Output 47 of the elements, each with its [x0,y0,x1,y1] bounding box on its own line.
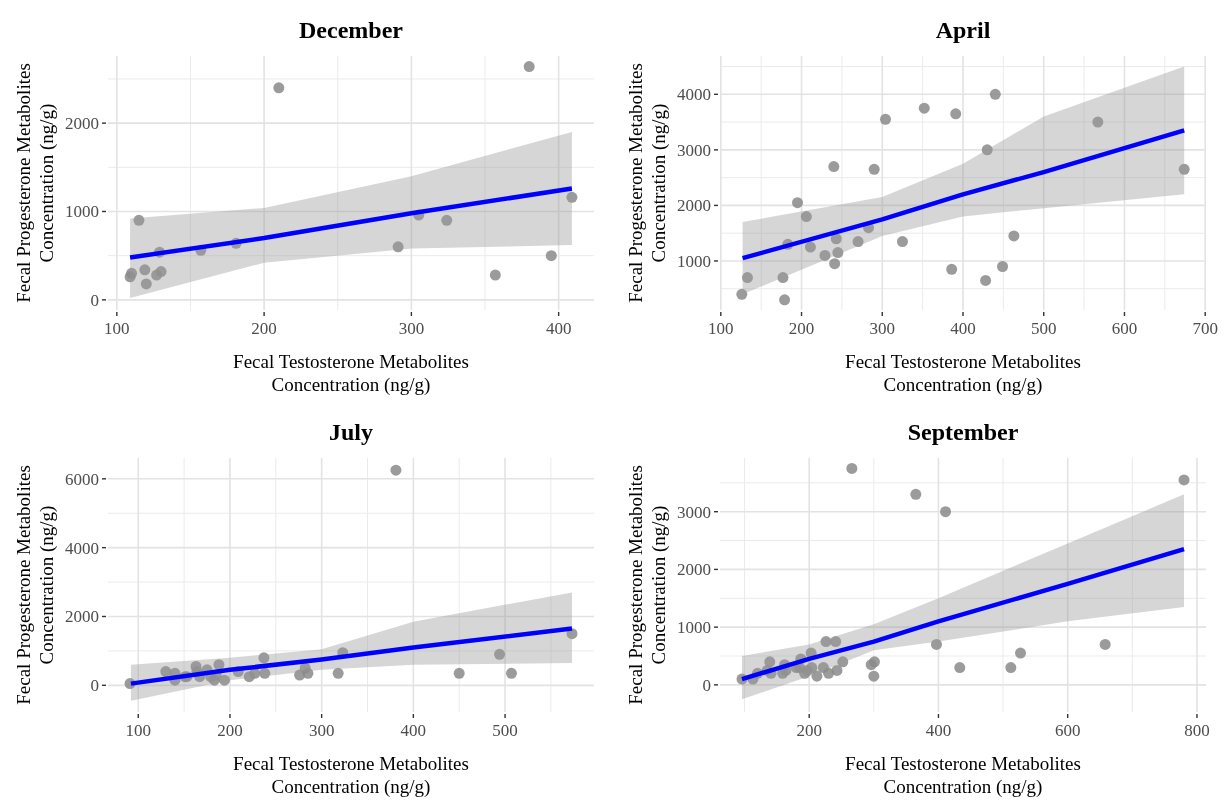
x-tick-label: 100 [708,319,734,338]
y-tick-label: 1000 [677,251,711,271]
x-tick-label: 700 [1192,319,1218,338]
x-axis-title: Fecal Testosterone Metabolites Concentration (ng/g) [845,753,1081,798]
x-tick-label: 800 [1184,721,1210,740]
y-tick-label: 2000 [65,607,99,627]
x-tick-label: 600 [1054,721,1081,740]
y-tick-label: 0 [90,290,99,310]
x-axis-title: Fecal Testosterone Metabolites Concentration (ng/g) [233,753,469,798]
y-tick-label: 4000 [677,85,711,105]
y-tick-label: 2000 [677,196,711,216]
y-tick-label: 0 [702,675,711,695]
y-tick-label: 3000 [677,502,711,522]
x-tick-label: 500 [1030,319,1057,338]
x-tick-label: 400 [925,721,952,740]
y-tick-label: 6000 [65,469,99,489]
x-axis-title: Fecal Testosterone Metabolites Concentration (ng/g) [845,351,1081,396]
y-axis-title: Fecal Progesterone Metabolites Concentration (ng/g) [625,465,670,705]
x-tick-label: 600 [1111,319,1138,338]
y-tick-label: 3000 [677,140,711,160]
chart-title: July [328,419,374,445]
x-axis-title: Fecal Testosterone Metabolites Concentration (ng/g) [233,351,469,396]
y-tick-label: 0 [90,676,99,696]
y-axis-title: Fecal Progesterone Metabolites Concentration (ng/g) [13,63,58,303]
x-tick-label: 200 [217,721,243,740]
x-tick-label: 400 [545,319,572,338]
x-tick-label: 500 [492,721,518,740]
x-tick-label: 400 [950,319,976,338]
x-tick-label: 300 [398,319,425,338]
y-tick-label: 2000 [677,560,711,580]
y-tick-label: 1000 [677,618,711,638]
y-tick-label: 4000 [65,538,99,558]
x-tick-label: 100 [104,319,130,338]
x-tick-label: 300 [308,721,335,740]
x-tick-label: 300 [869,319,896,338]
x-tick-label: 100 [125,721,152,740]
chart-title: December [299,17,404,43]
y-axis-title: Fecal Progesterone Metabolites Concentration (ng/g) [13,465,58,705]
x-tick-label: 200 [251,319,277,338]
y-tick-label: 1000 [65,202,99,222]
x-tick-label: 200 [796,721,822,740]
chart-title: September [907,419,1019,445]
chart-title: April [935,17,991,43]
y-tick-label: 2000 [65,114,99,134]
x-tick-label: 400 [400,721,427,740]
y-axis-title: Fecal Progesterone Metabolites Concentration (ng/g) [625,63,670,303]
x-tick-label: 200 [788,319,815,338]
